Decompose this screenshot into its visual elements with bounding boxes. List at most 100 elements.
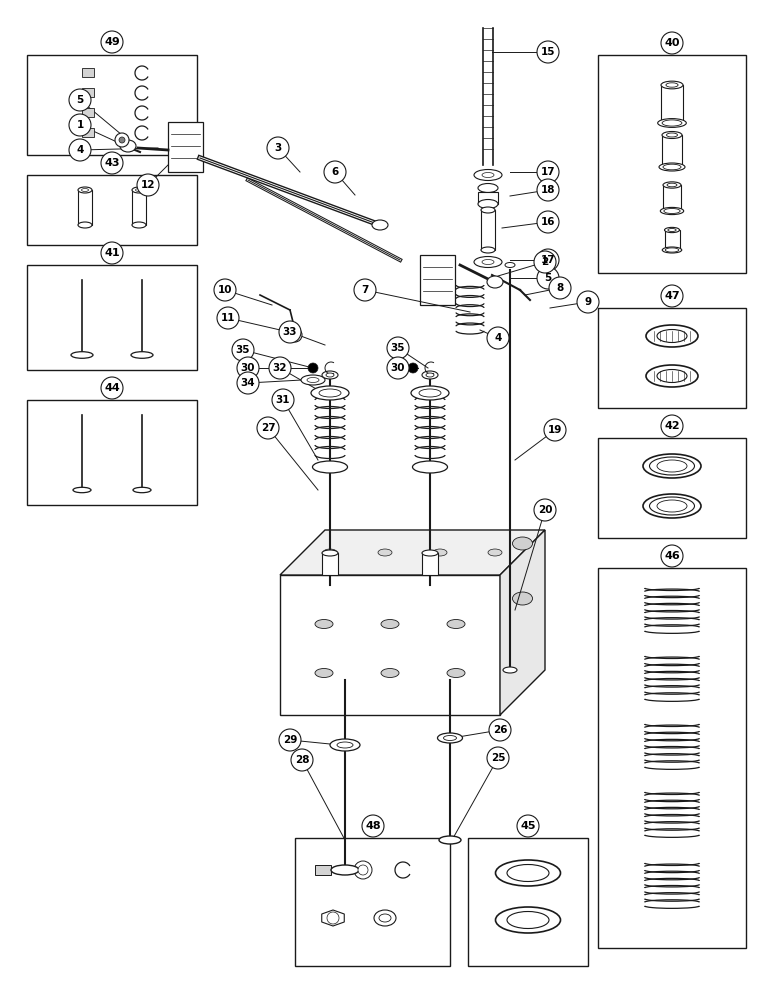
Ellipse shape	[311, 386, 349, 400]
Circle shape	[137, 174, 159, 196]
Ellipse shape	[513, 592, 533, 605]
Ellipse shape	[658, 119, 686, 127]
Ellipse shape	[503, 667, 517, 673]
Text: 26: 26	[493, 725, 507, 735]
Bar	[27, 55, 197, 155]
Circle shape	[549, 277, 571, 299]
Bar	[82, 108, 94, 117]
Circle shape	[661, 415, 683, 437]
Text: 11: 11	[221, 313, 235, 323]
Text: 19: 19	[548, 425, 562, 435]
Ellipse shape	[381, 668, 399, 678]
Ellipse shape	[313, 461, 347, 473]
Circle shape	[489, 719, 511, 741]
Ellipse shape	[663, 182, 681, 188]
Text: 8: 8	[557, 283, 564, 293]
Circle shape	[487, 747, 509, 769]
Bar	[27, 265, 197, 370]
Ellipse shape	[663, 164, 681, 170]
Circle shape	[661, 32, 683, 54]
Ellipse shape	[447, 668, 465, 678]
Text: 35: 35	[235, 345, 250, 355]
Ellipse shape	[657, 330, 687, 342]
Circle shape	[387, 337, 409, 359]
Text: 5: 5	[544, 273, 552, 283]
Circle shape	[661, 545, 683, 567]
Ellipse shape	[326, 373, 334, 377]
Text: 30: 30	[241, 363, 256, 373]
Text: 30: 30	[391, 363, 405, 373]
Bar	[468, 838, 588, 966]
Polygon shape	[280, 575, 500, 715]
Circle shape	[101, 242, 123, 264]
Ellipse shape	[378, 549, 392, 556]
Ellipse shape	[496, 860, 560, 886]
Bar	[322, 553, 338, 575]
Ellipse shape	[507, 864, 549, 882]
Ellipse shape	[657, 460, 687, 472]
Text: 6: 6	[331, 167, 339, 177]
Ellipse shape	[507, 912, 549, 928]
Circle shape	[69, 89, 91, 111]
Ellipse shape	[82, 188, 89, 192]
Circle shape	[69, 114, 91, 136]
Circle shape	[291, 749, 313, 771]
Bar	[663, 185, 681, 211]
Circle shape	[534, 251, 556, 273]
Circle shape	[324, 161, 346, 183]
Circle shape	[537, 211, 559, 233]
Circle shape	[101, 31, 123, 53]
Ellipse shape	[337, 742, 353, 748]
Ellipse shape	[488, 549, 502, 556]
Text: 10: 10	[218, 285, 232, 295]
Ellipse shape	[505, 262, 515, 267]
Circle shape	[272, 389, 294, 411]
Ellipse shape	[323, 549, 337, 556]
Ellipse shape	[78, 187, 92, 193]
Circle shape	[544, 419, 566, 441]
Circle shape	[408, 363, 418, 373]
Ellipse shape	[513, 537, 533, 550]
Circle shape	[517, 815, 539, 837]
Circle shape	[534, 499, 556, 521]
Ellipse shape	[132, 222, 146, 228]
Bar	[478, 192, 498, 204]
Bar	[598, 438, 746, 538]
Ellipse shape	[643, 494, 701, 518]
Ellipse shape	[133, 487, 151, 493]
Circle shape	[308, 363, 318, 373]
Ellipse shape	[438, 733, 462, 743]
Ellipse shape	[447, 619, 465, 629]
Text: 29: 29	[283, 735, 297, 745]
Polygon shape	[322, 910, 344, 926]
Circle shape	[217, 307, 239, 329]
Polygon shape	[500, 530, 545, 715]
Ellipse shape	[73, 487, 91, 493]
Ellipse shape	[71, 352, 93, 358]
Ellipse shape	[474, 169, 502, 180]
Circle shape	[267, 137, 289, 159]
Ellipse shape	[412, 461, 448, 473]
Text: 4: 4	[494, 333, 502, 343]
Bar	[82, 68, 94, 77]
Circle shape	[269, 357, 291, 379]
Text: 5: 5	[76, 95, 83, 105]
Text: 1: 1	[76, 120, 83, 130]
Circle shape	[537, 249, 559, 271]
Ellipse shape	[662, 247, 682, 253]
Circle shape	[257, 417, 279, 439]
Ellipse shape	[657, 500, 687, 512]
Ellipse shape	[662, 131, 682, 138]
Ellipse shape	[443, 736, 456, 740]
Circle shape	[101, 377, 123, 399]
Ellipse shape	[659, 163, 685, 171]
Ellipse shape	[660, 207, 684, 215]
Bar	[422, 553, 438, 575]
Ellipse shape	[433, 549, 447, 556]
Bar	[598, 568, 746, 948]
Bar	[661, 85, 683, 123]
Text: 43: 43	[104, 158, 120, 168]
Text: 44: 44	[104, 383, 120, 393]
Ellipse shape	[643, 454, 701, 478]
Ellipse shape	[374, 910, 396, 926]
